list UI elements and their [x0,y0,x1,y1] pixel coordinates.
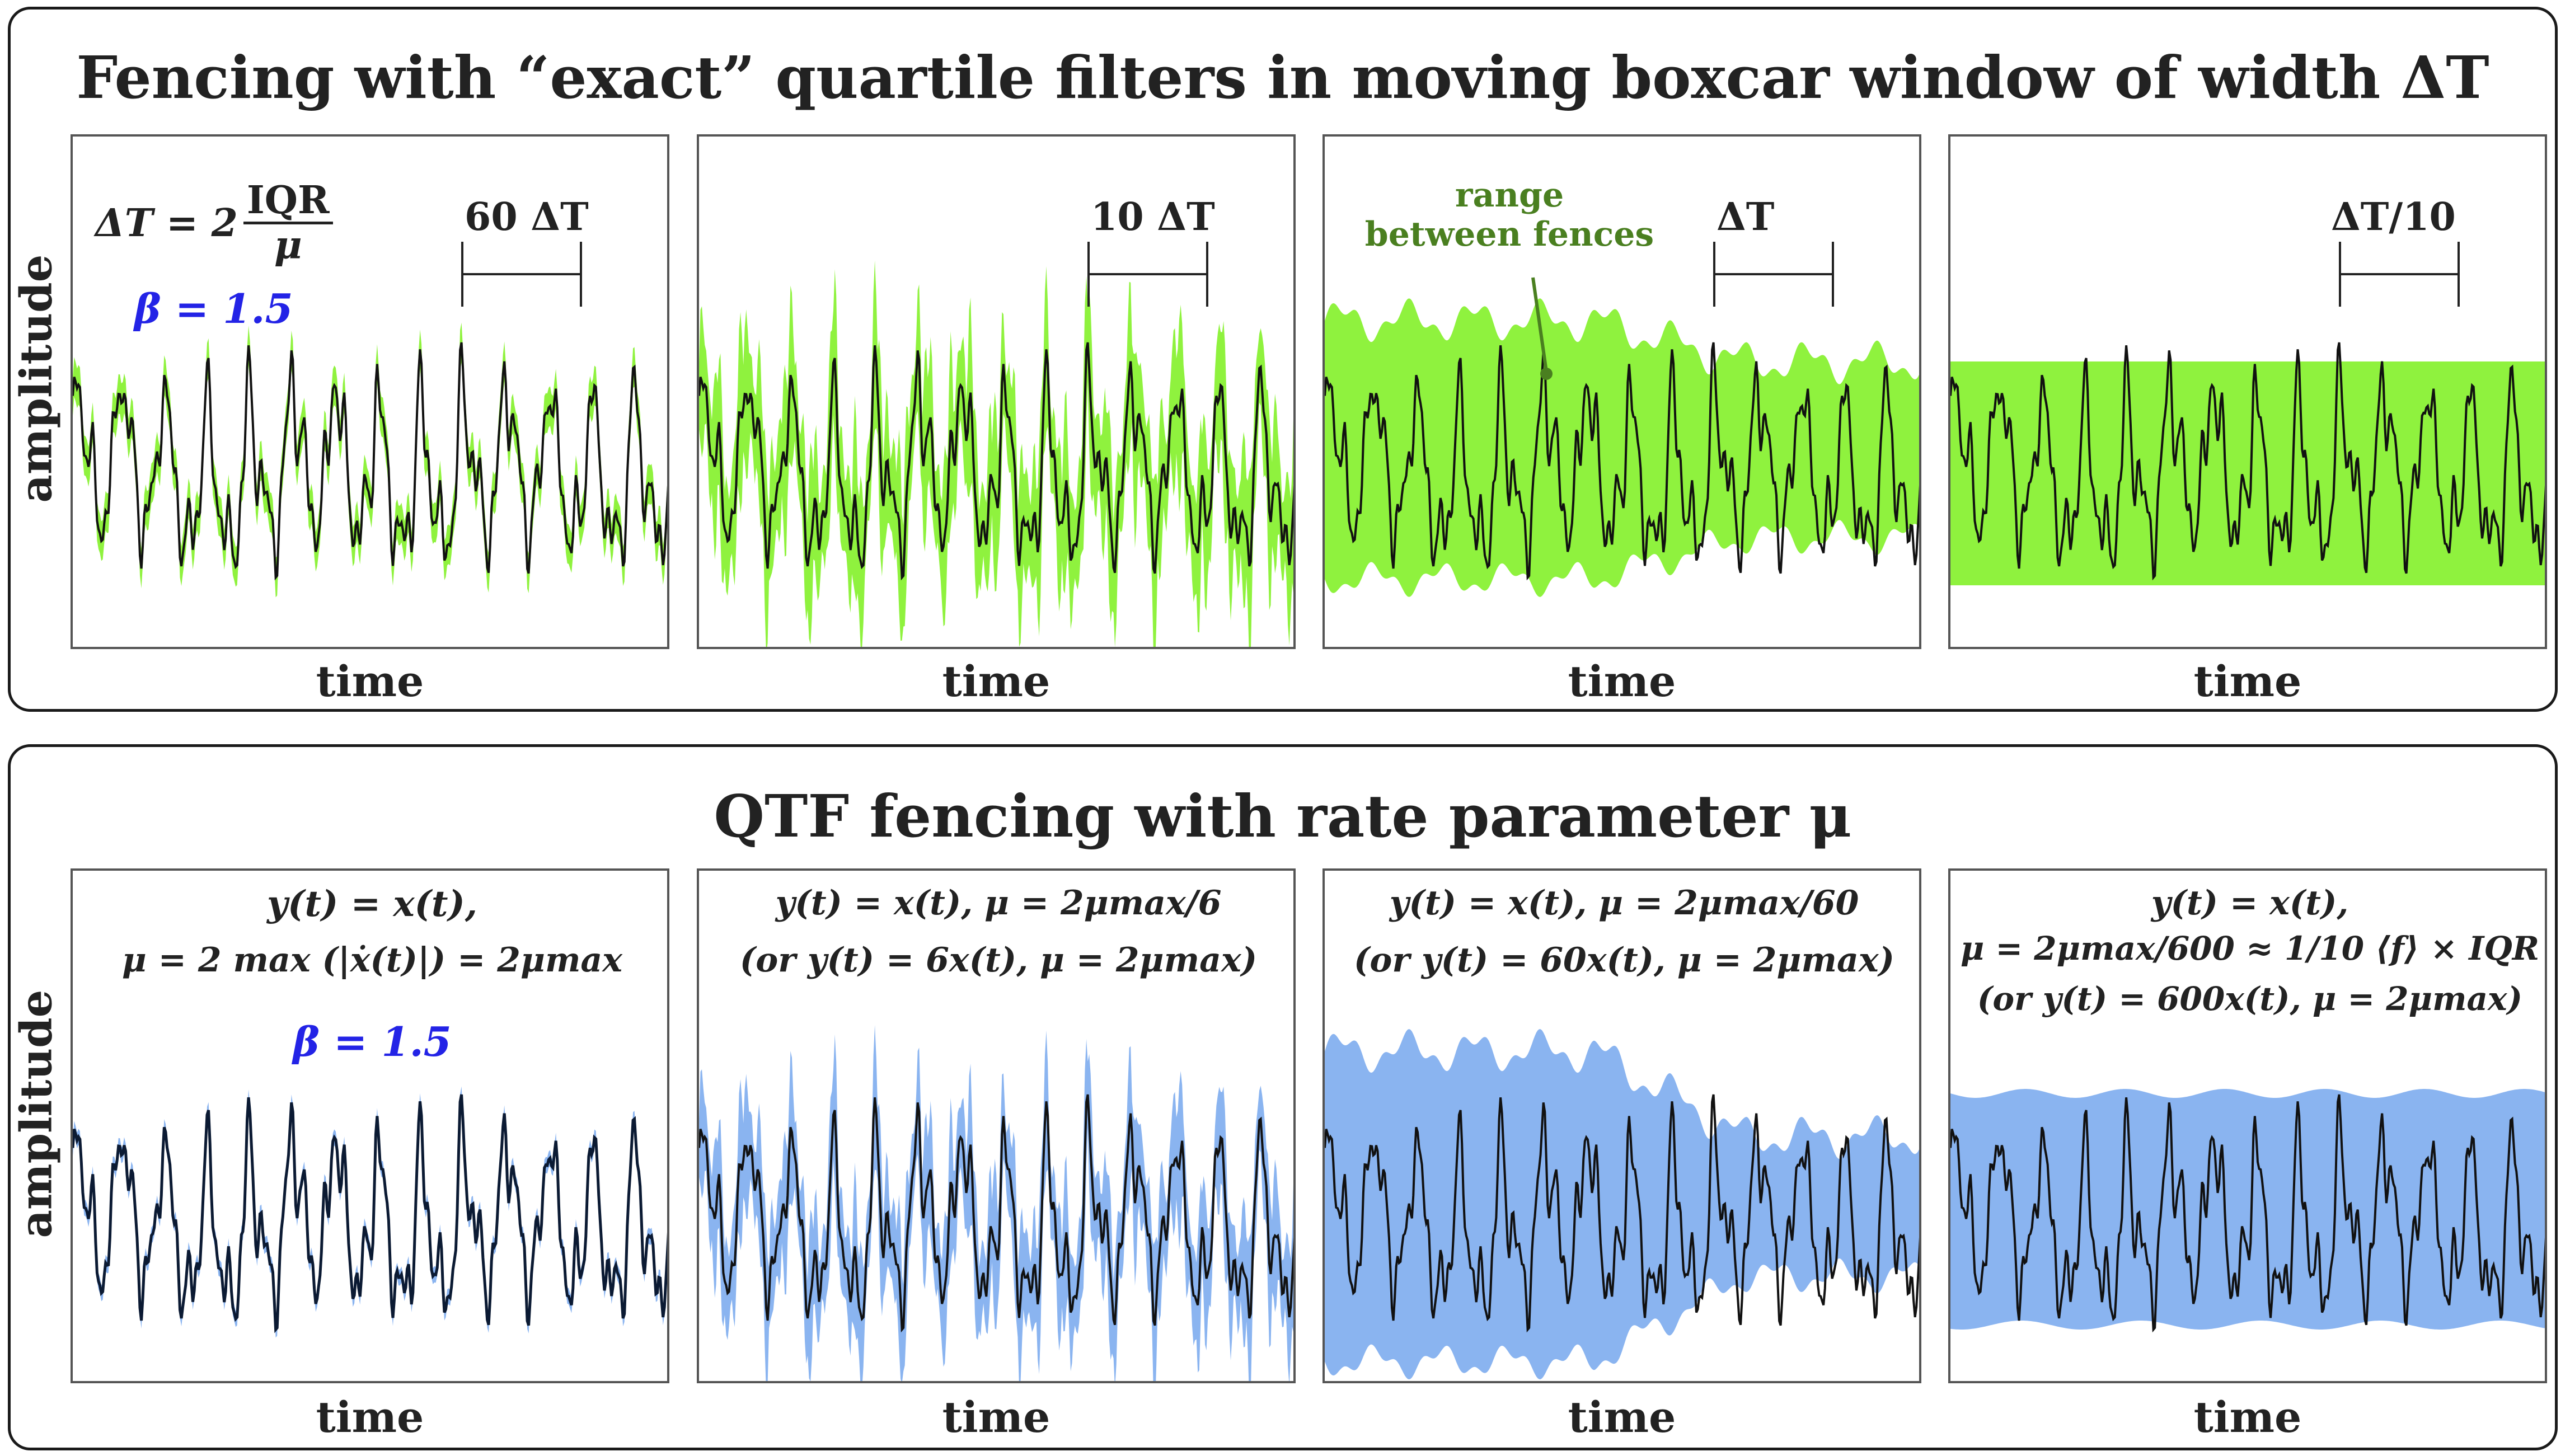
panel-line-1: y(t) = x(t), [266,883,478,925]
panel-top-2: 10 ΔT [697,134,1296,649]
fence-band [73,322,667,598]
section-title: QTF fencing with rate parameter μ [714,782,1852,851]
formula-lhs: ΔT = 2 [95,200,238,246]
x-axis-label: time [316,1392,424,1442]
x-axis-label: time [2193,656,2302,706]
panel-top-4: ΔT/10 [1948,134,2547,649]
y-axis-label: amplitude [11,254,62,503]
plot-area [1950,242,2545,585]
fence-band [699,1025,1293,1381]
fence-band [1950,1089,2545,1330]
beta-label: β = 1.5 [134,285,293,332]
scale-bar [1087,242,1208,307]
signal-trace [699,1094,1293,1333]
plot-area [1325,242,1919,597]
scale-label: ΔT [1717,195,1775,239]
panel-line-2: μ = 2μmax/600 ≈ 1/10 ⟨f⟩ × IQR [1960,929,2540,967]
fence-band [1325,298,1919,597]
annotation-line-1: range [1455,176,1564,215]
formula-denominator: μ [274,223,302,268]
x-axis-label: time [1568,656,1676,706]
signal-trace [73,1094,667,1333]
signal-trace [699,342,1293,581]
plot-area [699,1025,1293,1381]
panel-line-1: y(t) = x(t), μ = 2μmax/6 [775,884,1222,923]
x-axis-label: time [942,1392,1050,1442]
scale-bar [2339,242,2460,307]
formula-numerator: IQR [243,181,333,224]
plot-area [1950,1089,2545,1333]
panel-line-2: (or y(t) = 60x(t), μ = 2μmax) [1353,941,1894,980]
panel-top-3: ΔT range between fences [1322,134,1921,649]
signal-trace [1325,342,1919,581]
scale-label: ΔT/10 [2331,195,2456,239]
plot-area [73,1086,667,1338]
signal-trace [1950,342,2545,581]
panel-line-1: y(t) = x(t), μ = 2μmax/60 [1389,884,1859,923]
panel-bottom-2: y(t) = x(t), μ = 2μmax/6 (or y(t) = 6x(t… [697,868,1296,1383]
signal-trace [1325,1094,1919,1333]
panel-line-3: (or y(t) = 600x(t), μ = 2μmax) [1977,980,2523,1018]
annotation-line-2: between fences [1364,215,1654,254]
formula-fraction: IQR μ [243,181,333,265]
x-axis-label: time [942,656,1050,706]
scale-label: 60 ΔT [465,195,589,239]
panel-top-1: 60 ΔT ΔT = 2 IQR μ β = 1.5 [71,134,669,649]
panel-bottom-4: y(t) = x(t), μ = 2μmax/600 ≈ 1/10 ⟨f⟩ × … [1948,868,2547,1383]
panel-line-2: (or y(t) = 6x(t), μ = 2μmax) [739,941,1258,980]
scale-bar [461,242,582,307]
scale-bar [1713,242,1834,307]
plot-area [1325,1029,1919,1379]
scale-label: 10 ΔT [1091,195,1215,239]
plot-area [73,242,667,598]
panel-bottom-3: y(t) = x(t), μ = 2μmax/60 (or y(t) = 60x… [1322,868,1921,1383]
section-title: Fencing with “exact” quartile filters in… [76,43,2489,112]
dt-formula: ΔT = 2 IQR μ [95,181,333,265]
fence-band [699,260,1293,647]
signal-trace [1950,1094,2545,1333]
signal-trace [73,342,667,581]
fence-band [1950,361,2545,585]
beta-label: β = 1.5 [293,1018,452,1065]
panel-line-1: y(t) = x(t), [2151,884,2349,923]
panel-bottom-1: y(t) = x(t), μ = 2 max (|ẋ(t)|) = 2μmax … [71,868,669,1383]
fence-band [73,1086,667,1338]
fence-band [1325,1029,1919,1379]
x-axis-label: time [2193,1392,2302,1442]
exact-quartile-section: Fencing with “exact” quartile filters in… [8,7,2558,712]
y-axis-label: amplitude [11,989,62,1238]
plot-area [699,242,1293,647]
annotation-dot [1540,368,1553,380]
x-axis-label: time [1568,1392,1676,1442]
x-axis-label: time [316,656,424,706]
qtf-section: QTF fencing with rate parameter μ [8,744,2558,1450]
annotation-pointer [1531,277,1548,372]
panel-line-2: μ = 2 max (|ẋ(t)|) = 2μmax [121,941,623,980]
